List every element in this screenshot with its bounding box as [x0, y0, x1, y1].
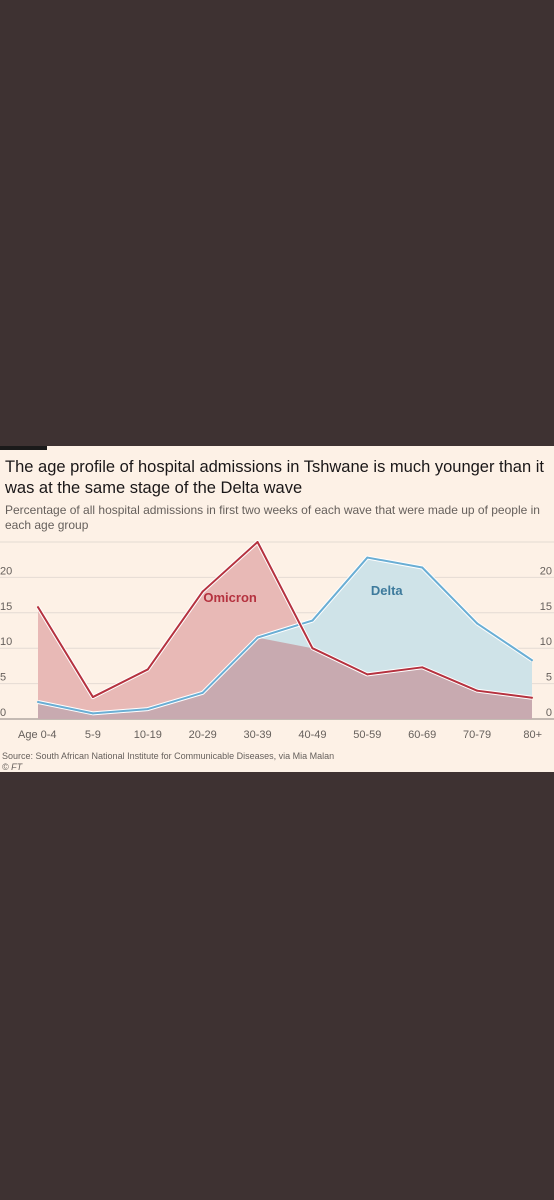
omicron-label: Omicron — [203, 590, 257, 605]
x-tick-4: 30-39 — [243, 729, 271, 741]
y-tick-left-10: 10 — [0, 636, 12, 648]
x-tick-9: 80+ — [523, 729, 542, 741]
omicron-point-5 — [311, 647, 314, 650]
omicron-line — [37, 541, 533, 699]
delta-point-3 — [201, 691, 204, 694]
x-tick-1: 5-9 — [85, 729, 101, 741]
y-tick-right-25: 25 — [540, 540, 552, 542]
omicron-point-3 — [201, 590, 204, 593]
x-tick-6: 50-59 — [353, 729, 381, 741]
y-tick-right-15: 15 — [540, 601, 552, 613]
y-tick-left-5: 5 — [0, 672, 6, 684]
y-tick-right-5: 5 — [546, 672, 552, 684]
y-tick-right-0: 0 — [546, 707, 552, 719]
delta-point-5 — [311, 619, 314, 622]
chart-subtitle: Percentage of all hospital admissions in… — [5, 503, 540, 532]
series-lines — [36, 540, 534, 716]
area-chart: 0 5 10 15 20 25 0 5 10 15 20 25 Age 0-4 5-9 10-19 20-… — [0, 540, 554, 741]
y-tick-left-0: 0 — [0, 707, 6, 719]
omicron-point-1 — [91, 696, 94, 699]
omicron-point-9 — [531, 696, 533, 699]
y-tick-left-20: 20 — [0, 565, 12, 577]
delta-point-1 — [91, 712, 94, 715]
delta-point-9 — [531, 659, 533, 662]
omicron-point-6 — [366, 673, 369, 676]
y-tick-left-15: 15 — [0, 601, 12, 613]
omicron-point-4 — [256, 541, 259, 543]
delta-point-2 — [146, 708, 149, 711]
y-axis-right: 0 5 10 15 20 25 — [540, 540, 552, 719]
x-axis: Age 0-4 5-9 10-19 20-29 30-39 40-49 50-59 60-69… — [18, 729, 542, 741]
delta-point-6 — [366, 556, 369, 559]
delta-line — [37, 556, 533, 715]
delta-point-8 — [476, 622, 479, 625]
y-tick-right-10: 10 — [540, 636, 552, 648]
delta-point-7 — [421, 566, 424, 569]
ft-accent-bar — [0, 446, 47, 450]
chart-card: The age profile of hospital admissions i… — [0, 446, 554, 772]
y-axis-left: 0 5 10 15 20 25 — [0, 540, 12, 719]
omicron-point-7 — [421, 666, 424, 669]
x-tick-3: 20-29 — [189, 729, 217, 741]
chart-title: The age profile of hospital admissions i… — [5, 458, 544, 497]
x-tick-8: 70-79 — [463, 729, 491, 741]
omicron-point-0 — [37, 606, 39, 609]
x-tick-2: 10-19 — [134, 729, 162, 741]
delta-point-0 — [37, 701, 39, 704]
y-tick-right-20: 20 — [540, 565, 552, 577]
omicron-point-8 — [476, 689, 479, 692]
y-tick-left-25: 25 — [0, 540, 12, 542]
overlap-area — [38, 637, 532, 719]
x-tick-0: Age 0-4 — [18, 729, 57, 741]
x-tick-7: 60-69 — [408, 729, 436, 741]
x-tick-5: 40-49 — [298, 729, 326, 741]
series-labels: Omicron Delta — [203, 583, 403, 605]
delta-point-4 — [256, 636, 259, 639]
copyright-note: © FT — [2, 762, 23, 772]
source-note: Source: South African National Institute… — [2, 751, 335, 761]
omicron-point-2 — [146, 668, 149, 671]
delta-label: Delta — [371, 583, 404, 598]
